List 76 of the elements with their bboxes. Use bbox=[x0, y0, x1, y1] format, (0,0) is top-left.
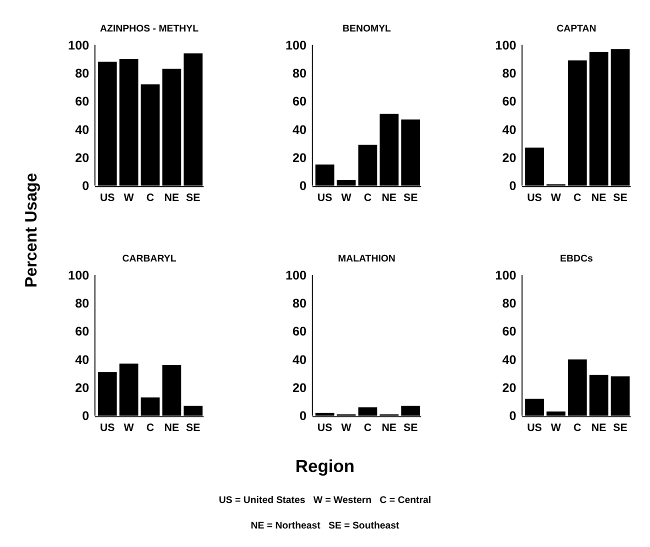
y-tick-label: 100 bbox=[495, 268, 516, 282]
x-tick-label: NE bbox=[164, 422, 180, 434]
y-tick-label: 40 bbox=[292, 352, 307, 367]
y-tick-label: 80 bbox=[502, 296, 516, 311]
y-tick-label: 0 bbox=[82, 179, 90, 194]
y-tick-label: 40 bbox=[75, 122, 90, 137]
x-tick-label: NE bbox=[382, 192, 397, 204]
x-tick-label: NE bbox=[382, 422, 397, 434]
y-tick-label: 80 bbox=[292, 66, 307, 80]
x-tick-label: C bbox=[574, 422, 582, 434]
chart-title: CARBARYL bbox=[122, 253, 176, 264]
chart-title: MALATHION bbox=[338, 253, 396, 264]
y-tick-label: 0 bbox=[300, 409, 307, 424]
x-tick-label: US bbox=[527, 192, 542, 204]
x-tick-label: SE bbox=[186, 192, 200, 204]
y-tick-label: 100 bbox=[495, 38, 516, 52]
x-tick-label: SE bbox=[186, 422, 200, 434]
x-tick-label: W bbox=[341, 192, 352, 204]
y-tick-label: 0 bbox=[509, 179, 516, 194]
y-tick-label: 80 bbox=[292, 296, 307, 311]
x-tick-label: SE bbox=[403, 192, 418, 204]
x-tick-label: W bbox=[124, 422, 135, 434]
text: US = United States W = Western C = Central bbox=[218, 495, 432, 506]
y-tick-label: 40 bbox=[502, 352, 516, 367]
x-tick-label: W bbox=[341, 422, 352, 434]
y-tick-label: 60 bbox=[502, 324, 516, 339]
y-tick-label: 20 bbox=[292, 380, 307, 395]
y-tick-label: 20 bbox=[75, 150, 90, 165]
x-tick-label: NE bbox=[591, 192, 606, 204]
x-tick-label: SE bbox=[613, 422, 628, 434]
y-tick-label: 100 bbox=[68, 268, 90, 282]
y-tick-label: 40 bbox=[502, 122, 516, 137]
x-tick-label: US bbox=[527, 422, 542, 434]
x-tick-label: NE bbox=[164, 192, 180, 204]
x-tick-label: US bbox=[317, 192, 332, 204]
y-tick-label: 20 bbox=[502, 380, 516, 395]
chart-title: AZINPHOS - METHYL bbox=[100, 23, 199, 34]
x-tick-label: C bbox=[146, 422, 154, 434]
chart-title: BENOMYL bbox=[342, 23, 392, 34]
y-tick-label: 0 bbox=[509, 409, 516, 424]
y-tick-label: 80 bbox=[502, 66, 516, 80]
y-tick-label: 100 bbox=[68, 38, 90, 52]
x-tick-label: C bbox=[146, 192, 154, 204]
x-tick-label: C bbox=[574, 192, 582, 204]
y-tick-label: 20 bbox=[292, 150, 307, 165]
y-tick-label: 60 bbox=[292, 324, 307, 339]
x-tick-label: NE bbox=[591, 422, 606, 434]
y-tick-label: 20 bbox=[75, 380, 90, 395]
x-tick-label: C bbox=[364, 192, 372, 204]
x-tick-label: SE bbox=[613, 192, 628, 204]
y-tick-label: 40 bbox=[292, 122, 307, 137]
y-tick-label: 60 bbox=[75, 94, 90, 109]
x-tick-label: C bbox=[364, 422, 372, 434]
y-tick-label: 20 bbox=[502, 150, 516, 165]
x-tick-label: W bbox=[550, 422, 562, 434]
y-tick-label: 0 bbox=[82, 409, 90, 424]
x-tick-label: W bbox=[550, 192, 562, 204]
x-tick-label: US bbox=[100, 192, 115, 204]
y-tick-label: 100 bbox=[286, 268, 307, 282]
y-tick-label: 80 bbox=[75, 296, 90, 311]
y-tick-label: 0 bbox=[300, 179, 307, 194]
y-tick-label: 60 bbox=[292, 94, 307, 109]
x-tick-label: US bbox=[317, 422, 332, 434]
y-tick-label: 80 bbox=[75, 66, 90, 80]
chart-title: EBDCs bbox=[560, 253, 593, 264]
chart-title: CAPTAN bbox=[556, 23, 596, 34]
y-tick-label: 60 bbox=[75, 324, 90, 339]
x-axis-title: Region bbox=[295, 456, 355, 476]
y-tick-label: 60 bbox=[502, 94, 516, 109]
x-tick-label: SE bbox=[403, 422, 418, 434]
x-tick-label: US bbox=[100, 422, 115, 434]
y-axis-title: Percent Usage bbox=[22, 172, 41, 288]
y-tick-label: 100 bbox=[286, 38, 307, 52]
text: NE = Northeast SE = Southeast bbox=[250, 520, 400, 532]
x-tick-label: W bbox=[124, 192, 135, 204]
y-tick-label: 40 bbox=[75, 352, 90, 367]
